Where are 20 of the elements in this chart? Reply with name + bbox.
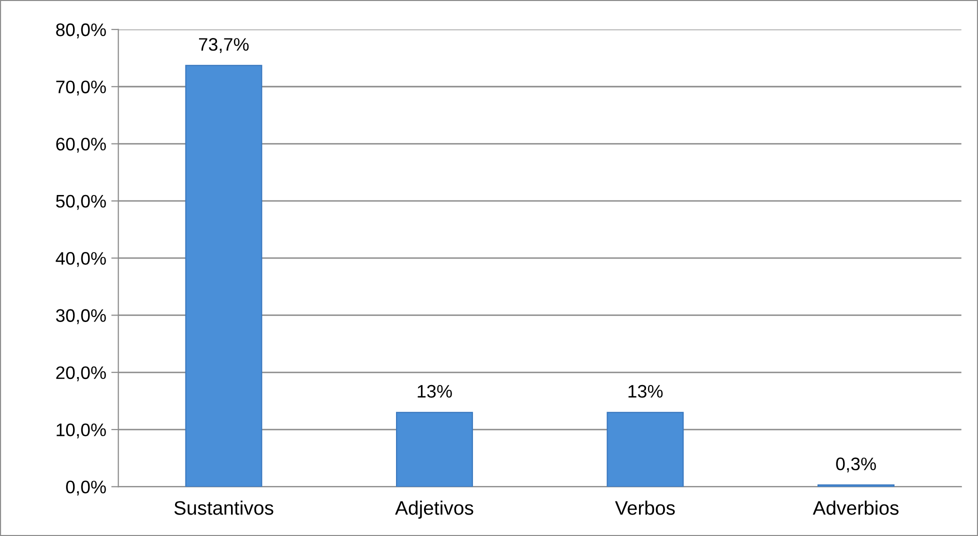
y-tick-label: 50,0% xyxy=(56,194,106,210)
y-tick-label: 70,0% xyxy=(56,80,106,96)
data-label: 0,3% xyxy=(836,458,876,472)
bar xyxy=(606,412,684,487)
data-label: 73,7% xyxy=(199,38,249,53)
x-tick-label: Verbos xyxy=(615,500,675,515)
y-tick-label: 80,0% xyxy=(56,23,106,38)
y-tick-label: 60,0% xyxy=(56,138,106,153)
y-tick-label: 30,0% xyxy=(56,309,106,324)
data-label: 13% xyxy=(418,384,452,398)
data-label: 13% xyxy=(628,384,663,398)
y-tick-label: 0,0% xyxy=(66,480,106,496)
x-tick-label: Sustantivos xyxy=(174,500,274,515)
y-tick-label: 20,0% xyxy=(56,366,106,382)
bar xyxy=(185,64,262,487)
x-tick-label: Adverbios xyxy=(812,500,899,515)
y-tick-label: 40,0% xyxy=(56,252,106,267)
x-tick-label: Adjetivos xyxy=(395,500,474,519)
bar xyxy=(396,412,473,487)
y-tick-label: 10,0% xyxy=(56,423,106,438)
